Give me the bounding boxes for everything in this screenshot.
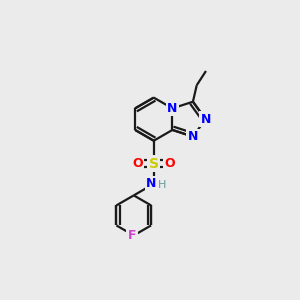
Text: S: S (149, 157, 159, 171)
Text: H: H (158, 180, 166, 190)
Text: N: N (200, 113, 211, 126)
Text: F: F (128, 229, 136, 242)
Text: N: N (146, 177, 157, 190)
Text: O: O (165, 157, 175, 170)
Text: O: O (132, 157, 143, 170)
Text: N: N (167, 102, 178, 115)
Text: N: N (188, 130, 198, 143)
